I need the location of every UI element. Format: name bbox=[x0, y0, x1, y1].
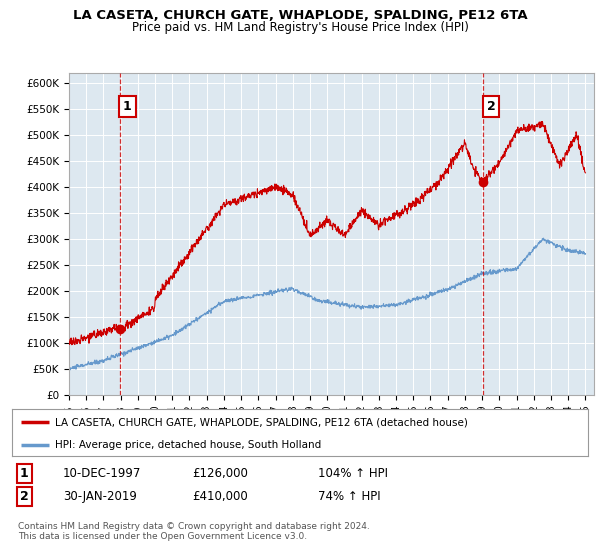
Text: £410,000: £410,000 bbox=[192, 489, 248, 503]
Text: 30-JAN-2019: 30-JAN-2019 bbox=[63, 489, 137, 503]
Text: Contains HM Land Registry data © Crown copyright and database right 2024.
This d: Contains HM Land Registry data © Crown c… bbox=[18, 522, 370, 542]
Text: 1: 1 bbox=[123, 100, 132, 113]
Text: 1: 1 bbox=[20, 467, 28, 480]
Text: 10-DEC-1997: 10-DEC-1997 bbox=[63, 467, 142, 480]
Text: 74% ↑ HPI: 74% ↑ HPI bbox=[318, 489, 380, 503]
Text: 2: 2 bbox=[20, 489, 28, 503]
Text: Price paid vs. HM Land Registry's House Price Index (HPI): Price paid vs. HM Land Registry's House … bbox=[131, 21, 469, 34]
Text: £126,000: £126,000 bbox=[192, 467, 248, 480]
Text: LA CASETA, CHURCH GATE, WHAPLODE, SPALDING, PE12 6TA: LA CASETA, CHURCH GATE, WHAPLODE, SPALDI… bbox=[73, 9, 527, 22]
Text: HPI: Average price, detached house, South Holland: HPI: Average price, detached house, Sout… bbox=[55, 440, 322, 450]
Text: 2: 2 bbox=[487, 100, 496, 113]
Text: LA CASETA, CHURCH GATE, WHAPLODE, SPALDING, PE12 6TA (detached house): LA CASETA, CHURCH GATE, WHAPLODE, SPALDI… bbox=[55, 417, 468, 427]
Text: 104% ↑ HPI: 104% ↑ HPI bbox=[318, 467, 388, 480]
